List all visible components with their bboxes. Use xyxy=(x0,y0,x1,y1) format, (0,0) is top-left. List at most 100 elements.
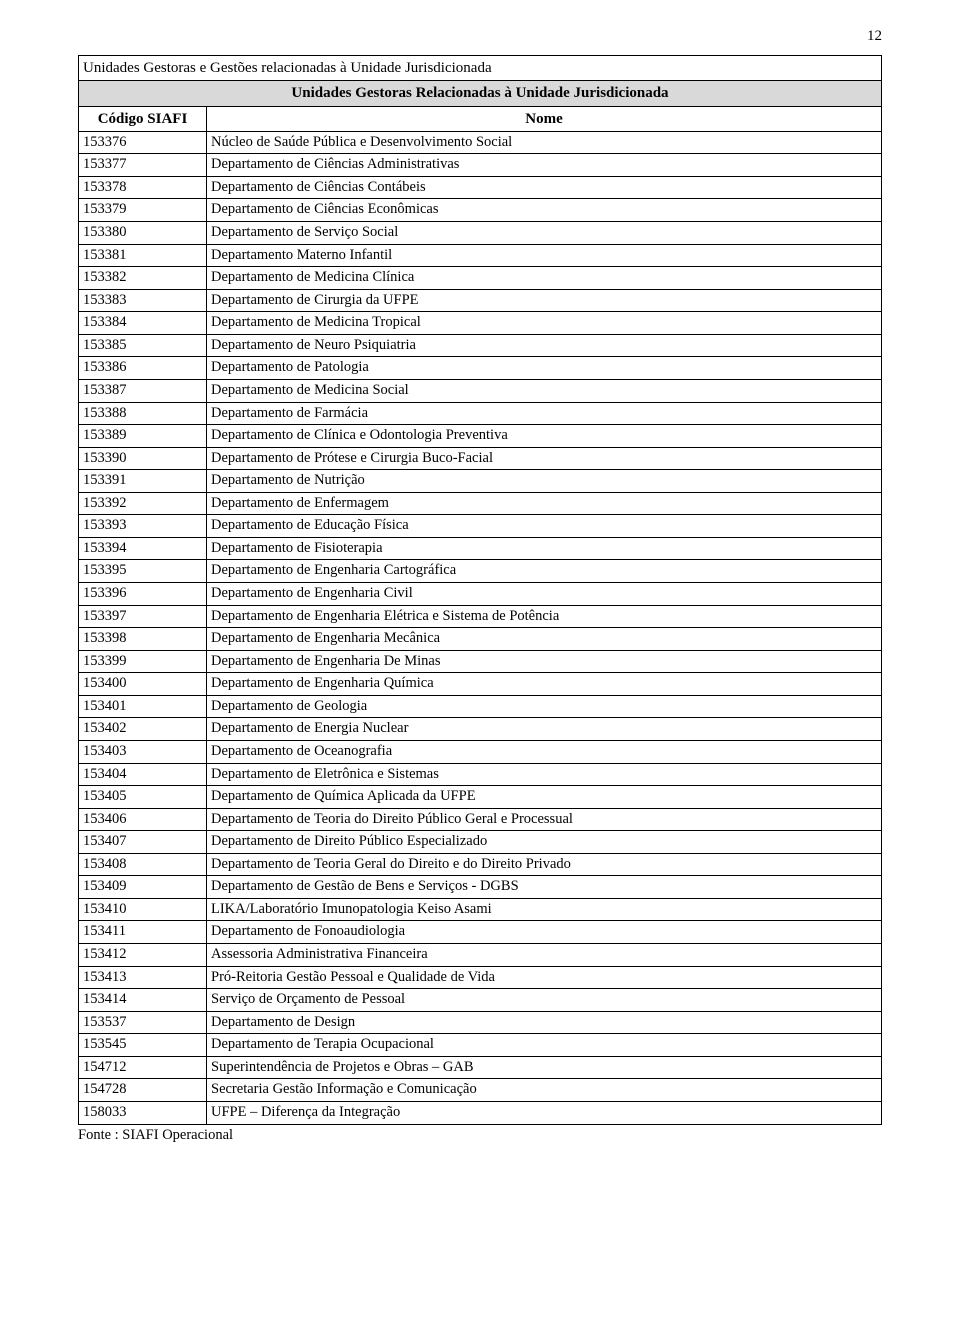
cell-codigo: 153404 xyxy=(79,763,207,786)
cell-codigo: 153383 xyxy=(79,289,207,312)
table-row: 153412Assessoria Administrativa Financei… xyxy=(79,944,882,967)
cell-codigo: 154712 xyxy=(79,1056,207,1079)
cell-nome: Departamento de Medicina Clínica xyxy=(207,267,882,290)
table-row: 153393Departamento de Educação Física xyxy=(79,515,882,538)
table-row: 153381Departamento Materno Infantil xyxy=(79,244,882,267)
cell-codigo: 153405 xyxy=(79,786,207,809)
cell-codigo: 158033 xyxy=(79,1101,207,1124)
cell-nome: Núcleo de Saúde Pública e Desenvolviment… xyxy=(207,131,882,154)
cell-nome: UFPE – Diferença da Integração xyxy=(207,1101,882,1124)
table-row: 153396Departamento de Engenharia Civil xyxy=(79,583,882,606)
table-row: 153382Departamento de Medicina Clínica xyxy=(79,267,882,290)
cell-codigo: 153377 xyxy=(79,154,207,177)
table-row: 154728Secretaria Gestão Informação e Com… xyxy=(79,1079,882,1102)
table-row: 153384Departamento de Medicina Tropical xyxy=(79,312,882,335)
cell-codigo: 153406 xyxy=(79,808,207,831)
cell-codigo: 153400 xyxy=(79,673,207,696)
cell-codigo: 153393 xyxy=(79,515,207,538)
cell-nome: Departamento de Ciências Econômicas xyxy=(207,199,882,222)
table-row: 153399Departamento de Engenharia De Mina… xyxy=(79,650,882,673)
cell-nome: Departamento de Serviço Social xyxy=(207,222,882,245)
table-row: 153380Departamento de Serviço Social xyxy=(79,222,882,245)
cell-codigo: 153399 xyxy=(79,650,207,673)
table-row: 153390Departamento de Prótese e Cirurgia… xyxy=(79,447,882,470)
cell-codigo: 153387 xyxy=(79,379,207,402)
table-row: 153406Departamento de Teoria do Direito … xyxy=(79,808,882,831)
cell-nome: Departamento de Oceanografia xyxy=(207,740,882,763)
cell-codigo: 153412 xyxy=(79,944,207,967)
table-row: 153377Departamento de Ciências Administr… xyxy=(79,154,882,177)
table-row: 153405Departamento de Química Aplicada d… xyxy=(79,786,882,809)
table-row: 153403Departamento de Oceanografia xyxy=(79,740,882,763)
cell-nome: Departamento de Eletrônica e Sistemas xyxy=(207,763,882,786)
cell-codigo: 153397 xyxy=(79,605,207,628)
cell-codigo: 153386 xyxy=(79,357,207,380)
table-row: 153537Departamento de Design xyxy=(79,1011,882,1034)
cell-nome: Departamento de Farmácia xyxy=(207,402,882,425)
column-header-nome: Nome xyxy=(207,106,882,131)
table-row: 153410LIKA/Laboratório Imunopatologia Ke… xyxy=(79,898,882,921)
cell-codigo: 153396 xyxy=(79,583,207,606)
cell-codigo: 153401 xyxy=(79,695,207,718)
cell-codigo: 153411 xyxy=(79,921,207,944)
cell-codigo: 153378 xyxy=(79,176,207,199)
cell-codigo: 154728 xyxy=(79,1079,207,1102)
data-table: Unidades Gestoras e Gestões relacionadas… xyxy=(78,55,882,1125)
cell-nome: Pró-Reitoria Gestão Pessoal e Qualidade … xyxy=(207,966,882,989)
cell-codigo: 153376 xyxy=(79,131,207,154)
table-row: 153379Departamento de Ciências Econômica… xyxy=(79,199,882,222)
cell-codigo: 153391 xyxy=(79,470,207,493)
cell-codigo: 153407 xyxy=(79,831,207,854)
cell-nome: Departamento de Geologia xyxy=(207,695,882,718)
table-row: 153389Departamento de Clínica e Odontolo… xyxy=(79,425,882,448)
cell-codigo: 153408 xyxy=(79,853,207,876)
table-row: 153409Departamento de Gestão de Bens e S… xyxy=(79,876,882,899)
table-row: 153411Departamento de Fonoaudiologia xyxy=(79,921,882,944)
cell-codigo: 153380 xyxy=(79,222,207,245)
table-row: 154712Superintendência de Projetos e Obr… xyxy=(79,1056,882,1079)
table-title: Unidades Gestoras e Gestões relacionadas… xyxy=(79,56,882,81)
table-row: 153392Departamento de Enfermagem xyxy=(79,492,882,515)
table-row: 153414Serviço de Orçamento de Pessoal xyxy=(79,989,882,1012)
table-subheader: Unidades Gestoras Relacionadas à Unidade… xyxy=(79,81,882,106)
cell-nome: Departamento de Fonoaudiologia xyxy=(207,921,882,944)
footer-note: Fonte : SIAFI Operacional xyxy=(78,1127,882,1144)
cell-nome: Departamento de Medicina Tropical xyxy=(207,312,882,335)
table-row: 153400Departamento de Engenharia Química xyxy=(79,673,882,696)
cell-codigo: 153537 xyxy=(79,1011,207,1034)
cell-codigo: 153382 xyxy=(79,267,207,290)
cell-nome: Departamento de Direito Público Especial… xyxy=(207,831,882,854)
cell-nome: Departamento de Neuro Psiquiatria xyxy=(207,334,882,357)
cell-codigo: 153384 xyxy=(79,312,207,335)
cell-nome: Departamento de Patologia xyxy=(207,357,882,380)
cell-nome: Departamento de Medicina Social xyxy=(207,379,882,402)
cell-nome: Serviço de Orçamento de Pessoal xyxy=(207,989,882,1012)
cell-nome: Departamento de Energia Nuclear xyxy=(207,718,882,741)
table-row: 153383Departamento de Cirurgia da UFPE xyxy=(79,289,882,312)
cell-codigo: 153403 xyxy=(79,740,207,763)
cell-nome: Departamento de Nutrição xyxy=(207,470,882,493)
cell-codigo: 153395 xyxy=(79,560,207,583)
table-title-row: Unidades Gestoras e Gestões relacionadas… xyxy=(79,56,882,81)
table-row: 153545Departamento de Terapia Ocupaciona… xyxy=(79,1034,882,1057)
cell-codigo: 153379 xyxy=(79,199,207,222)
table-row: 153398Departamento de Engenharia Mecânic… xyxy=(79,628,882,651)
cell-codigo: 153545 xyxy=(79,1034,207,1057)
cell-codigo: 153385 xyxy=(79,334,207,357)
cell-nome: Departamento de Prótese e Cirurgia Buco-… xyxy=(207,447,882,470)
table-row: 153376Núcleo de Saúde Pública e Desenvol… xyxy=(79,131,882,154)
cell-codigo: 153389 xyxy=(79,425,207,448)
table-row: 153407Departamento de Direito Público Es… xyxy=(79,831,882,854)
table-column-header-row: Código SIAFI Nome xyxy=(79,106,882,131)
cell-codigo: 153394 xyxy=(79,537,207,560)
cell-nome: Departamento de Design xyxy=(207,1011,882,1034)
cell-nome: Departamento de Clínica e Odontologia Pr… xyxy=(207,425,882,448)
cell-nome: Departamento de Gestão de Bens e Serviço… xyxy=(207,876,882,899)
cell-codigo: 153409 xyxy=(79,876,207,899)
table-row: 153408Departamento de Teoria Geral do Di… xyxy=(79,853,882,876)
cell-nome: Departamento de Engenharia Cartográfica xyxy=(207,560,882,583)
table-row: 153391Departamento de Nutrição xyxy=(79,470,882,493)
cell-codigo: 153414 xyxy=(79,989,207,1012)
cell-codigo: 153392 xyxy=(79,492,207,515)
cell-codigo: 153390 xyxy=(79,447,207,470)
